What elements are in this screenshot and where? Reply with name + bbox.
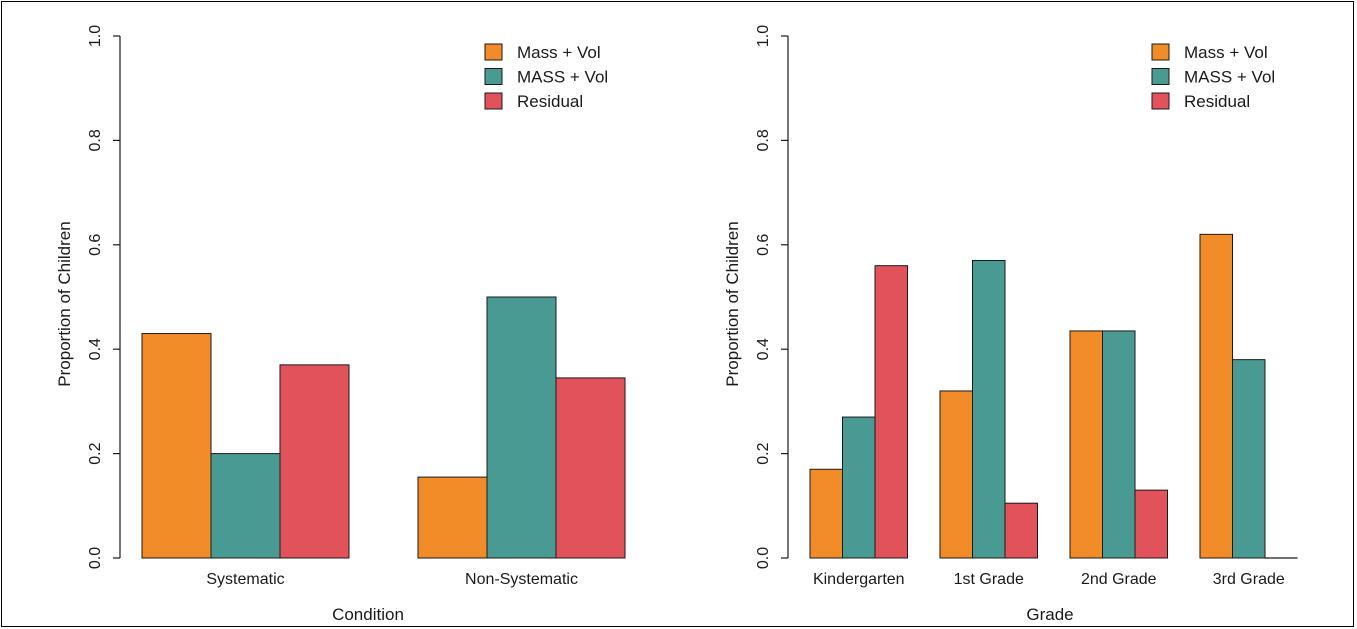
legend: Mass + Vol MASS + Vol Residual — [484, 43, 608, 111]
bar-1-systematic-s1 — [141, 333, 212, 559]
y-tick-label: 0.2 — [87, 442, 104, 464]
legend-label: MASS + Vol — [1184, 68, 1275, 87]
chart-panel-1: Systematic Non-Systematic 0.0 0.2 0.4 0.6 0.8 1… — [55, 25, 626, 624]
bar-2-3rd-grade-s2 — [1232, 359, 1266, 559]
bar-2-2nd-grade-s1 — [1069, 330, 1103, 559]
legend-swatch — [1151, 43, 1170, 61]
bar-2-3rd-grade-s1 — [1199, 233, 1233, 559]
y-tick-label: 0.0 — [87, 547, 104, 569]
x-axis-title: Grade — [1026, 605, 1073, 624]
x-tick-label: Kindergarten — [813, 571, 905, 588]
bar-2-2nd-grade-s3 — [1134, 489, 1168, 559]
y-axis-title: Proportion of Children — [55, 221, 74, 386]
x-tick-label: 1st Grade — [954, 571, 1024, 588]
y-tick-label: 0.2 — [755, 442, 772, 464]
legend-label: Mass + Vol — [517, 43, 601, 62]
y-tick-label: 0.4 — [87, 338, 104, 360]
y-tick-label: 1.0 — [87, 25, 104, 47]
y-tick-label: 0.8 — [755, 129, 772, 151]
x-tick-label: Systematic — [206, 571, 284, 588]
legend: Mass + Vol MASS + Vol Residual — [1151, 43, 1275, 111]
legend-swatch — [1151, 68, 1170, 85]
bar-2-kindergarten-s1 — [809, 468, 843, 559]
bar-1-systematic-s2 — [210, 453, 281, 559]
bar-2-1st-grade-s1 — [939, 390, 973, 559]
legend-swatch — [484, 92, 503, 110]
legend-swatch — [484, 43, 503, 61]
bar-2-kindergarten-s2 — [842, 416, 876, 559]
legend-label: Residual — [517, 92, 583, 111]
y-tick-label: 1.0 — [755, 25, 772, 47]
y-tick-label: 0.4 — [755, 338, 772, 360]
x-tick-label: 2nd Grade — [1081, 571, 1157, 588]
y-axis-title: Proportion of Children — [723, 221, 742, 386]
bar-2-1st-grade-s2 — [972, 259, 1006, 559]
y-tick-label: 0.6 — [755, 234, 772, 256]
x-axis-title: Condition — [332, 605, 404, 624]
bar-2-kindergarten-s3 — [874, 265, 908, 559]
bar-2-1st-grade-s3 — [1004, 502, 1038, 559]
x-tick-label: 3rd Grade — [1213, 571, 1285, 588]
bar-1-systematic-s3 — [279, 364, 350, 559]
legend-label: Mass + Vol — [1184, 43, 1268, 62]
y-tick-label: 0.8 — [87, 129, 104, 151]
bar-1-non-systematic-s1 — [417, 476, 488, 559]
bar-1-non-systematic-s3 — [555, 377, 626, 559]
chart-panel-2: Kindergarten 1st Grade 2nd Grade 3rd Grade 0… — [723, 25, 1298, 624]
bar-2-2nd-grade-s2 — [1102, 330, 1136, 559]
x-tick-label: Non-Systematic — [465, 571, 578, 588]
legend-swatch — [1151, 92, 1170, 110]
y-tick-label: 0.6 — [87, 234, 104, 256]
bar-1-non-systematic-s2 — [486, 296, 557, 559]
y-tick-label: 0.0 — [755, 547, 772, 569]
legend-swatch — [484, 68, 503, 85]
legend-label: Residual — [1184, 92, 1250, 111]
legend-label: MASS + Vol — [517, 68, 608, 87]
